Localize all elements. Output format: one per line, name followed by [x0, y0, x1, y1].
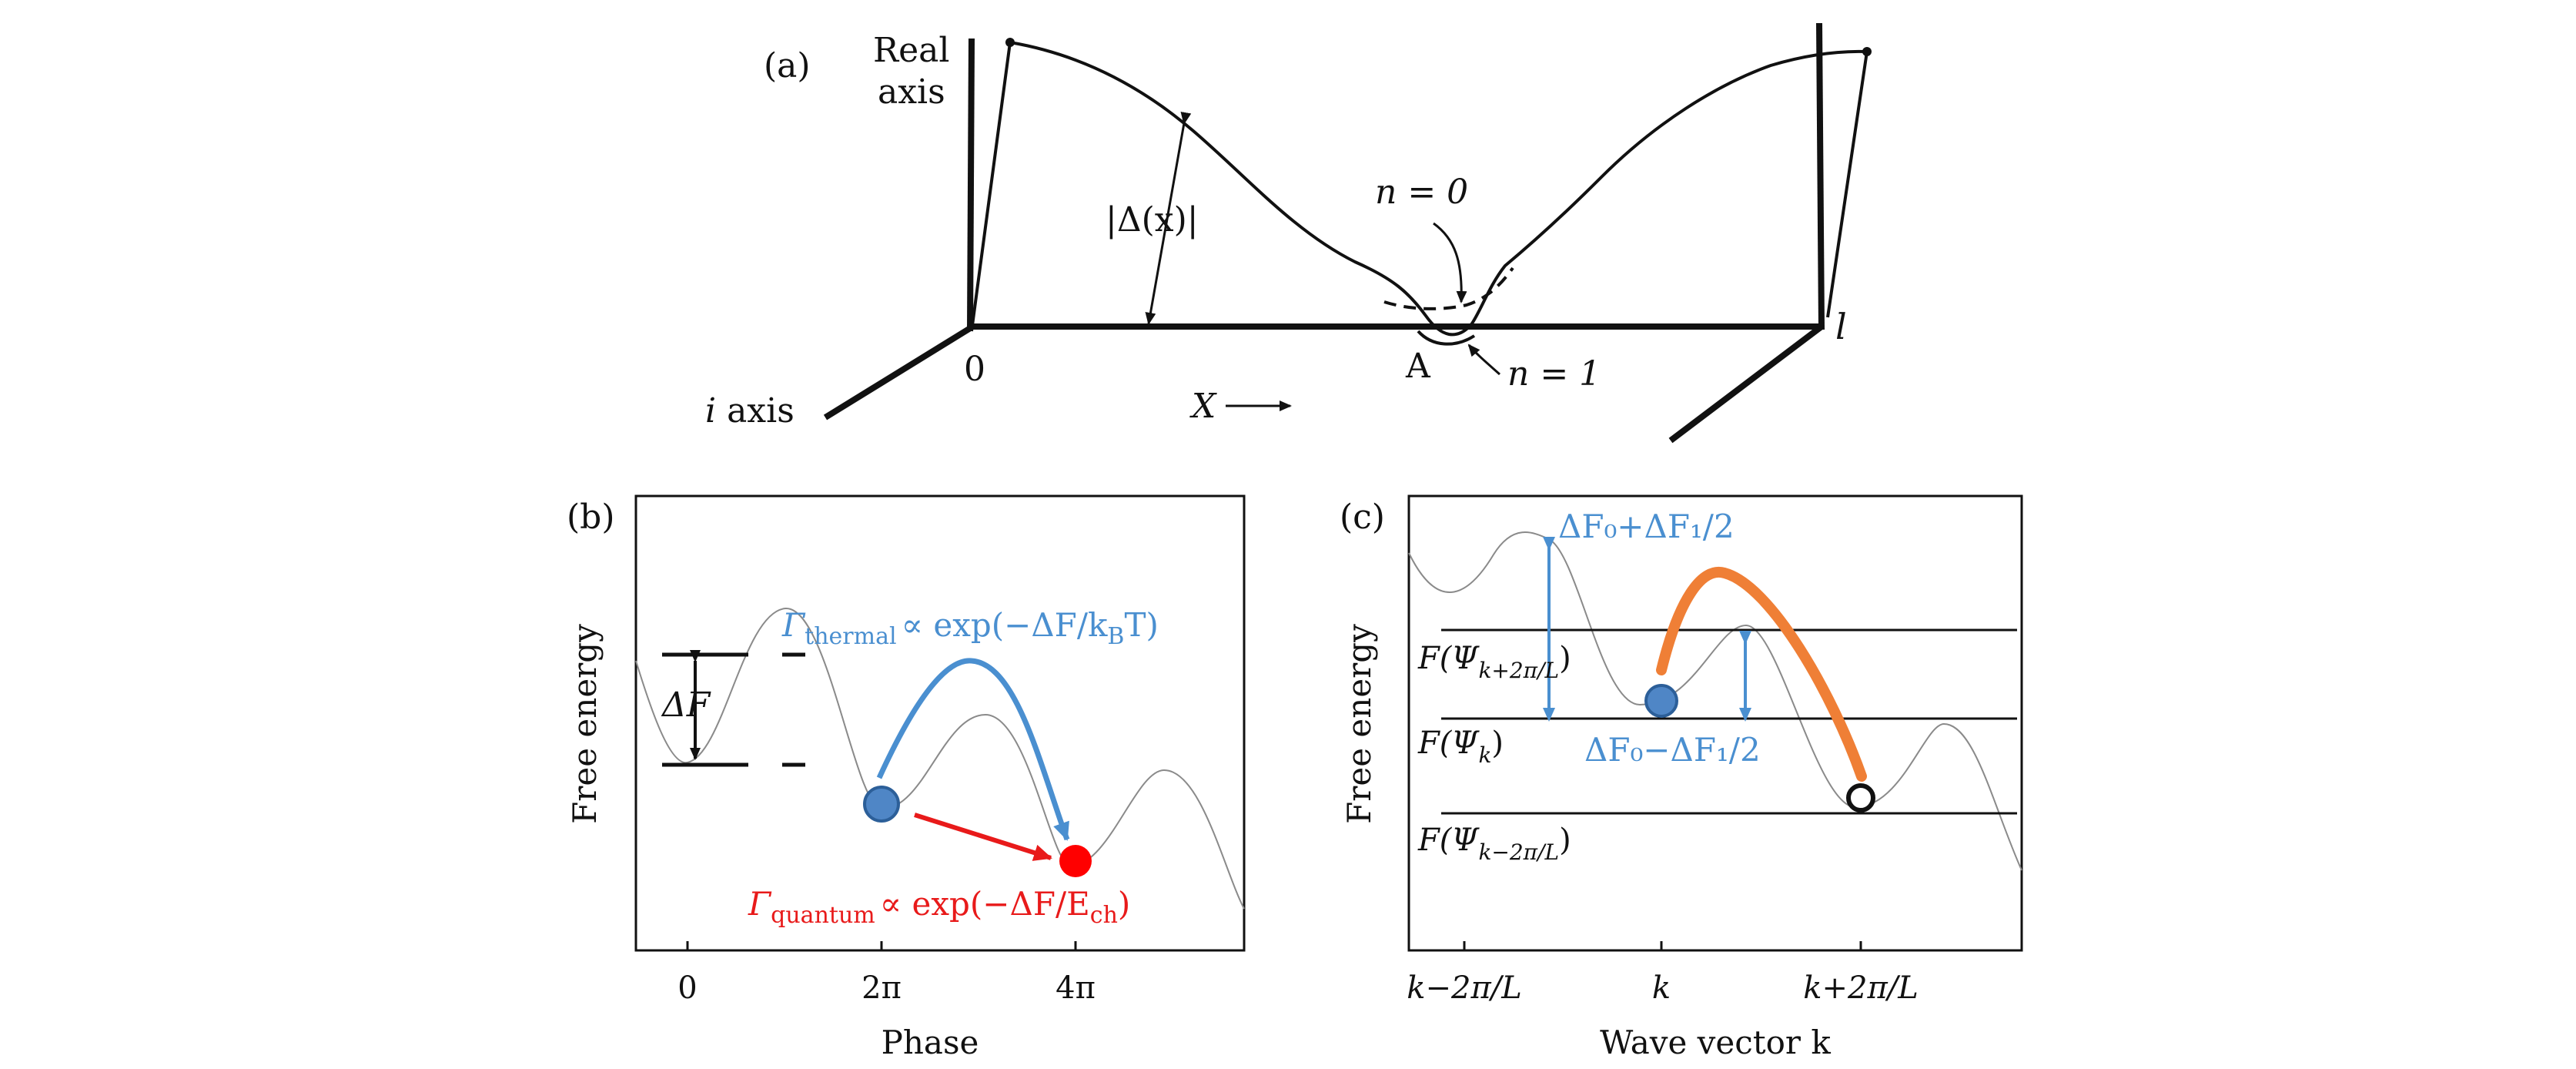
delta-f-label: ΔF: [661, 685, 711, 725]
i-axis-label: i axis: [705, 391, 795, 431]
level-mid-label: F(Ψk): [1417, 726, 1504, 768]
level-top-label: F(Ψk+2π/L): [1417, 641, 1571, 683]
real-axis-label-line2: axis: [878, 72, 945, 112]
right-vertical-axis: [1816, 22, 1825, 330]
origin-label: 0: [964, 350, 985, 389]
order-parameter-curve: [1009, 41, 1868, 337]
i-axis-right: [1668, 323, 1824, 444]
panel-b-ylabel: Free energy: [566, 624, 604, 824]
thermal-arc-arrow: [876, 658, 1070, 841]
panel-b-energy-curve: [635, 607, 1245, 910]
n0-pointer: [1433, 222, 1467, 303]
panel-c: (c) Free energy ΔF₀+ΔF₁/2 ΔF₀−ΔF₁/2 F(Ψk…: [1340, 494, 2023, 1061]
left-vertical-axis: [967, 38, 975, 332]
n1-dip: [1417, 330, 1476, 346]
point-a-label: A: [1405, 347, 1431, 386]
final-state-ball: [1059, 845, 1092, 877]
target-state-ring: [1846, 783, 1875, 813]
panel-b: (b) Free energy ΔF Γthermal ∝ exp(−ΔF/kBT…: [566, 494, 1246, 1061]
end-label-l: l: [1835, 306, 1847, 347]
panel-a: (a) Real axis |Δ(x)| n = 0 n = 1 A 0 l: [705, 22, 1872, 444]
real-axis-label-line1: Real: [873, 31, 949, 70]
panel-b-label: (b): [567, 498, 615, 537]
thermal-rate-label: Γthermal ∝ exp(−ΔF/kBT): [781, 606, 1159, 650]
panel-c-xlabel: Wave vector k: [1600, 1024, 1831, 1061]
panel-c-xtick-mid: k: [1652, 970, 1671, 1006]
initial-state-ball: [863, 786, 900, 823]
panel-a-label: (a): [764, 46, 811, 85]
n1-label: n = 1: [1507, 354, 1601, 394]
panel-c-frame: [1407, 494, 2023, 952]
n1-pointer: [1467, 343, 1500, 376]
right-endpoint-dot: [1862, 47, 1872, 56]
panel-b-frame: [634, 494, 1246, 952]
quantum-rate-label: Γquantum ∝ exp(−ΔF/Ech): [748, 885, 1130, 929]
panel-c-ylabel: Free energy: [1340, 624, 1378, 824]
phase-slip-path: [1656, 566, 1867, 782]
current-state-ball: [1644, 684, 1678, 718]
n0-label: n = 0: [1375, 173, 1468, 212]
panel-b-xlabel: Phase: [882, 1024, 979, 1061]
i-axis-left: [823, 324, 974, 421]
panel-b-xtick-0: 0: [677, 970, 697, 1006]
delta-magnitude-arrow: [1145, 111, 1192, 325]
quantum-tunnel-arrow: [914, 813, 1052, 861]
delta-magnitude-label: |Δ(x)|: [1106, 200, 1199, 240]
upper-gap-label: ΔF₀+ΔF₁/2: [1558, 508, 1735, 545]
lower-gap-label: ΔF₀−ΔF₁/2: [1584, 731, 1761, 769]
panel-c-xtick-left: k−2π/L: [1407, 970, 1522, 1006]
panel-c-label: (c): [1340, 498, 1385, 537]
x-label: X: [1189, 387, 1217, 426]
panel-b-xtick-4pi: 4π: [1055, 970, 1096, 1006]
right-back-edge: [1826, 51, 1868, 318]
n0-dashed-branch: [1383, 266, 1514, 310]
level-bot-label: F(Ψk−2π/L): [1417, 823, 1571, 865]
panel-b-xtick-2pi: 2π: [861, 970, 902, 1006]
panel-c-xtick-right: k+2π/L: [1803, 970, 1919, 1006]
panel-c-energy-curve: [1408, 531, 2022, 871]
left-back-edge: [970, 42, 1012, 332]
left-endpoint-dot: [1005, 38, 1015, 47]
